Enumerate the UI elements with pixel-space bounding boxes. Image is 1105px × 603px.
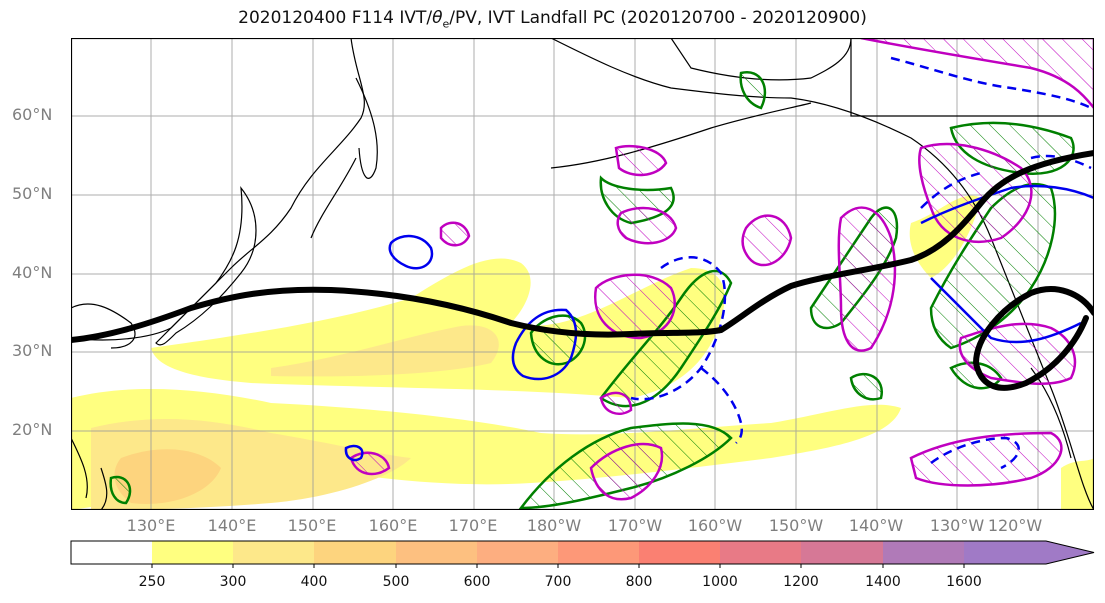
lat-label-50n: 50°N <box>12 184 53 203</box>
alaska-interior <box>670 38 852 81</box>
lon-label-160w: 160°W <box>687 516 743 535</box>
lon-label-150w: 150°W <box>768 516 824 535</box>
coastlines <box>71 38 1094 510</box>
title-prefix: 2020120400 F114 IVT/ <box>238 8 433 28</box>
lon-label-140e: 140°E <box>207 516 257 535</box>
colorbar-label-400: 400 <box>300 574 328 590</box>
colorbar-label-1400: 1400 <box>865 574 901 590</box>
blue-contour-coast <box>920 184 1094 344</box>
ivt-band-south <box>71 388 901 510</box>
colorbar-seg-7 <box>639 541 720 564</box>
colorbar-seg-1 <box>152 541 233 564</box>
kuril-islands <box>310 157 357 239</box>
colorbar-label-250: 250 <box>138 574 166 590</box>
colorbar-seg-11 <box>964 541 1046 564</box>
lat-label-30n: 30°N <box>12 341 53 360</box>
colorbar-outline <box>70 540 1095 565</box>
lon-label-150e: 150°E <box>287 516 337 535</box>
lon-label-120w: 120°W <box>987 516 1043 535</box>
asia-coast <box>71 38 365 341</box>
blue-contour-se-dash <box>930 436 1020 470</box>
ivt-band-south-core <box>114 449 221 504</box>
colorbar-label-1200: 1200 <box>783 574 819 590</box>
lon-label-130w: 130°W <box>929 516 985 535</box>
colorbar-label-1600: 1600 <box>946 574 982 590</box>
canada-box <box>850 38 1094 117</box>
lon-label-140w: 140°W <box>848 516 904 535</box>
magenta-contour-hi <box>599 391 633 415</box>
ivt-shading <box>71 195 1094 510</box>
magenta-contour-175w <box>593 273 676 340</box>
title-sub: e <box>442 17 450 31</box>
magenta-contour-135w <box>837 206 897 352</box>
alaska <box>550 38 1094 510</box>
ivt-band-north-core <box>271 325 499 377</box>
colorbar-seg-2 <box>233 541 314 564</box>
lon-label-160e: 160°E <box>368 516 418 535</box>
colorbar-label-300: 300 <box>219 574 247 590</box>
blue-contour-south-small <box>344 444 364 462</box>
title-theta: θ <box>432 8 443 28</box>
colorbar-seg-4 <box>396 541 477 564</box>
ivt-colorbar <box>70 540 1095 568</box>
magenta-contour-coast <box>918 142 1033 243</box>
colorbar-seg-6 <box>558 541 639 564</box>
magenta-contour-160w-north <box>616 206 678 245</box>
colorbar-label-1000: 1000 <box>702 574 738 590</box>
colorbar-segments <box>71 541 1094 564</box>
lat-label-60n: 60°N <box>12 105 53 124</box>
colorbar-seg-10 <box>883 541 964 564</box>
ivt-map <box>71 38 1094 510</box>
colorbar-label-700: 700 <box>544 574 572 590</box>
philippines <box>71 437 108 510</box>
map-frame <box>71 38 1094 510</box>
blue-contour-ne-dash <box>890 56 1092 110</box>
colorbar-seg-0 <box>71 541 152 564</box>
colorbar-label-800: 800 <box>625 574 653 590</box>
colorbar-extend-arrow <box>1046 541 1094 564</box>
lon-label-170w: 170°W <box>607 516 663 535</box>
japan <box>155 186 257 346</box>
blue-contour-170w-dash <box>630 256 727 401</box>
figure-title: 2020120400 F114 IVT/θe/PV, IVT Landfall … <box>0 8 1105 30</box>
magenta-contour-150w <box>741 214 793 267</box>
jet-line <box>71 150 1094 343</box>
colorbar-seg-9 <box>801 541 883 564</box>
blue-contour-west <box>388 234 434 270</box>
kamchatka <box>355 77 378 179</box>
lat-label-40n: 40°N <box>12 263 53 282</box>
korea <box>71 303 136 349</box>
colorbar-label-500: 500 <box>382 574 410 590</box>
ivt-band-north <box>151 258 725 398</box>
lon-label-170e: 170°E <box>448 516 498 535</box>
blue-contour-180w <box>511 308 578 381</box>
magenta-contour-south-east <box>909 431 1063 487</box>
lon-label-180w: 180°W <box>526 516 582 535</box>
green-contour-sw <box>109 475 132 505</box>
blue-contour-160w-dash <box>700 367 744 444</box>
green-contour-bering <box>739 70 767 110</box>
colorbar-ticks <box>151 564 965 568</box>
title-suffix: /PV, IVT Landfall PC (2020120700 - 20201… <box>449 8 867 28</box>
magenta-contour-165w <box>614 144 668 177</box>
lon-label-130e: 130°E <box>126 516 176 535</box>
colorbar-seg-3 <box>314 541 396 564</box>
jet-line-loop <box>972 286 1094 391</box>
magenta-contour-ne <box>860 38 1094 111</box>
ivt-band-eastern-edge <box>1061 458 1094 510</box>
magenta-contours <box>349 38 1094 501</box>
magenta-contour-west <box>439 221 471 247</box>
magenta-contour-180-south <box>589 442 664 501</box>
aleutians <box>550 102 812 169</box>
colorbar-seg-5 <box>477 541 558 564</box>
green-contour-hawaii <box>849 372 884 401</box>
colorbar-label-600: 600 <box>463 574 491 590</box>
colorbar-seg-8 <box>720 541 801 564</box>
lat-label-20n: 20°N <box>12 420 53 439</box>
